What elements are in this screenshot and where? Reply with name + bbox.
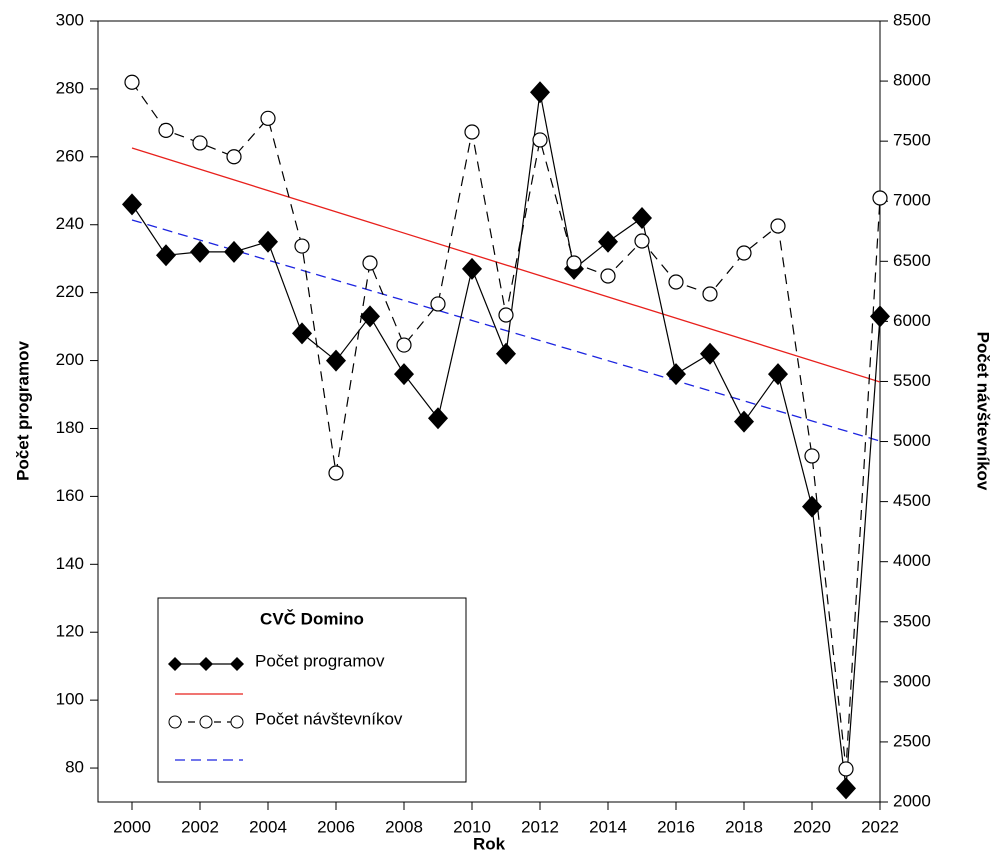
- circle-marker: [635, 234, 649, 248]
- y2-tick-label: 8500: [893, 10, 931, 29]
- legend-title: CVČ Domino: [260, 609, 364, 628]
- diamond-marker: [700, 343, 720, 365]
- y-tick-label: 120: [56, 622, 84, 641]
- circle-marker: [805, 449, 819, 463]
- diamond-marker: [292, 322, 312, 344]
- x-axis-label: Rok: [473, 834, 506, 853]
- diamond-marker: [360, 305, 380, 327]
- y2-tick-label: 4000: [893, 551, 931, 570]
- circle-marker: [601, 269, 615, 283]
- x-tick-label: 2010: [453, 817, 491, 836]
- legend-marker: [231, 716, 243, 728]
- y2-tick-label: 5500: [893, 371, 931, 390]
- chart: Rok Počet programov Počet návštevníkov 8…: [0, 0, 1000, 858]
- diamond-marker: [768, 363, 788, 385]
- diamond-marker: [394, 363, 414, 385]
- y-tick-label: 260: [56, 146, 84, 165]
- circle-marker: [261, 111, 275, 125]
- circle-marker: [567, 256, 581, 270]
- x-tick-label: 2004: [249, 817, 287, 836]
- circle-marker: [499, 308, 513, 322]
- y2-tick-label: 5000: [893, 431, 931, 450]
- y2-tick-label: 7500: [893, 131, 931, 150]
- circle-marker: [533, 133, 547, 147]
- x-tick-label: 2008: [385, 817, 423, 836]
- circle-marker: [397, 338, 411, 352]
- y-tick-label: 160: [56, 486, 84, 505]
- diamond-marker: [632, 207, 652, 229]
- y2-axis-label: Počet návštevníkov: [974, 332, 993, 491]
- trend-line: [132, 220, 880, 441]
- circle-marker: [873, 191, 887, 205]
- diamond-marker: [530, 81, 550, 103]
- diamond-marker: [156, 244, 176, 266]
- y2-tick-label: 3000: [893, 671, 931, 690]
- y-tick-label: 300: [56, 10, 84, 29]
- circle-marker: [703, 287, 717, 301]
- circle-marker: [669, 275, 683, 289]
- x-tick-label: 2022: [861, 817, 899, 836]
- x-tick-label: 2012: [521, 817, 559, 836]
- y2-tick-label: 7000: [893, 191, 931, 210]
- circle-marker: [295, 239, 309, 253]
- circle-marker: [329, 466, 343, 480]
- y-tick-label: 180: [56, 418, 84, 437]
- circle-marker: [227, 150, 241, 164]
- circle-marker: [125, 75, 139, 89]
- legend-label: Počet programov: [255, 651, 385, 670]
- y-tick-label: 200: [56, 350, 84, 369]
- circle-marker: [771, 219, 785, 233]
- circle-marker: [839, 762, 853, 776]
- x-tick-label: 2018: [725, 817, 763, 836]
- x-tick-label: 2016: [657, 817, 695, 836]
- circle-marker: [465, 125, 479, 139]
- y2-tick-label: 2500: [893, 731, 931, 750]
- diamond-marker: [462, 258, 482, 280]
- diamond-marker: [836, 777, 856, 799]
- circle-marker: [193, 136, 207, 150]
- x-tick-label: 2000: [113, 817, 151, 836]
- circle-marker: [431, 297, 445, 311]
- diamond-marker: [326, 350, 346, 372]
- diamond-marker: [598, 231, 618, 253]
- x-tick-label: 2020: [793, 817, 831, 836]
- diamond-marker: [190, 241, 210, 263]
- page: {"chart_data": { "type": "line", "x_labe…: [0, 0, 1000, 858]
- circle-marker: [737, 246, 751, 260]
- diamond-marker: [258, 231, 278, 253]
- legend-label: Počet návštevníkov: [255, 709, 403, 728]
- y-tick-label: 80: [65, 758, 84, 777]
- legend-marker: [169, 716, 181, 728]
- diamond-marker: [122, 193, 142, 215]
- y-axis-label: Počet programov: [13, 341, 32, 481]
- diamond-marker: [734, 411, 754, 433]
- diamond-marker: [496, 343, 516, 365]
- circle-marker: [159, 123, 173, 137]
- diamond-marker: [428, 407, 448, 429]
- diamond-marker: [666, 363, 686, 385]
- legend-marker: [200, 716, 212, 728]
- y2-tick-label: 6500: [893, 251, 931, 270]
- diamond-marker: [802, 496, 822, 518]
- x-tick-label: 2002: [181, 817, 219, 836]
- x-tick-label: 2014: [589, 817, 627, 836]
- y2-tick-label: 4500: [893, 491, 931, 510]
- y-tick-label: 220: [56, 282, 84, 301]
- y2-tick-label: 6000: [893, 311, 931, 330]
- y2-tick-label: 2000: [893, 791, 931, 810]
- y-tick-label: 240: [56, 214, 84, 233]
- y-tick-label: 100: [56, 690, 84, 709]
- x-tick-label: 2006: [317, 817, 355, 836]
- y2-tick-label: 8000: [893, 71, 931, 90]
- y-tick-label: 140: [56, 554, 84, 573]
- circle-marker: [363, 256, 377, 270]
- y2-tick-label: 3500: [893, 611, 931, 630]
- y-tick-label: 280: [56, 78, 84, 97]
- diamond-marker: [224, 241, 244, 263]
